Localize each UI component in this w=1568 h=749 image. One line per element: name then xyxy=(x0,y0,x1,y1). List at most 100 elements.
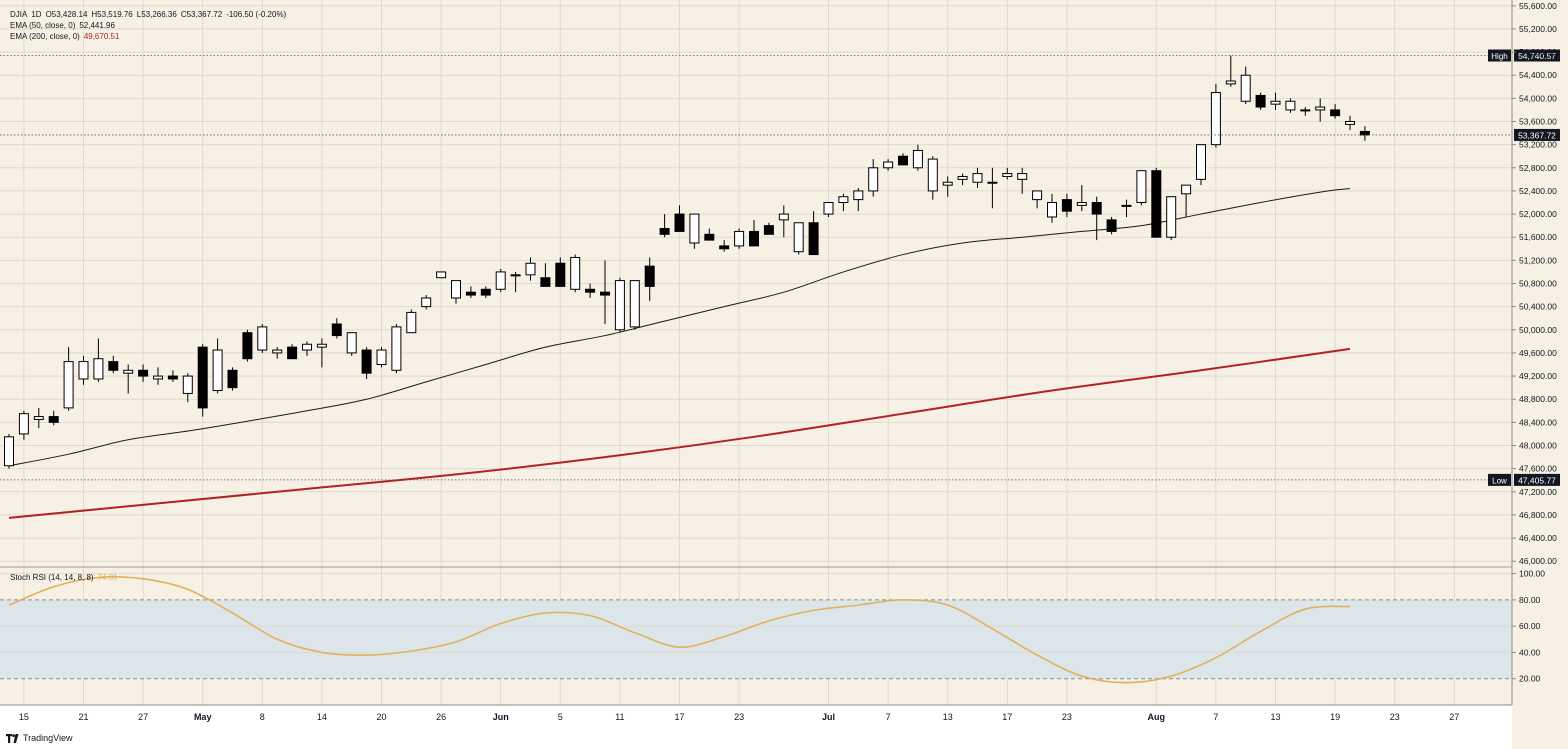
candle xyxy=(763,222,774,235)
candle-body xyxy=(78,361,89,380)
price-tick-label: 46,400.00 xyxy=(1519,533,1557,543)
candle xyxy=(912,144,923,171)
candle xyxy=(942,176,953,197)
time-tick-label: 7 xyxy=(886,712,891,722)
price-tick-label: 46,000.00 xyxy=(1519,556,1557,566)
candle-body xyxy=(376,349,387,365)
candle xyxy=(1121,199,1132,217)
candle-body xyxy=(510,274,521,277)
candle xyxy=(525,257,536,281)
candle-body xyxy=(63,361,74,409)
candle xyxy=(123,364,134,394)
time-tick-label: 23 xyxy=(734,712,744,722)
time-tick-label: 14 xyxy=(317,712,327,722)
candle xyxy=(287,344,298,360)
time-tick-label: 27 xyxy=(1449,712,1459,722)
candle-body xyxy=(1210,92,1221,146)
stoch-value: 74.81 xyxy=(97,573,118,582)
candle-body xyxy=(1061,199,1072,212)
candle-body xyxy=(614,280,625,331)
candle xyxy=(451,280,461,304)
candle xyxy=(153,367,163,385)
candle-body xyxy=(853,190,864,201)
candle-body xyxy=(1315,106,1326,111)
time-tick-label: 11 xyxy=(615,712,624,722)
legend-open: O53,428.14 xyxy=(45,10,88,19)
candle-body xyxy=(704,233,715,241)
candle-body xyxy=(719,245,730,250)
candle-body xyxy=(48,416,59,423)
candle-body xyxy=(93,358,104,380)
candle-body xyxy=(1255,94,1266,108)
time-tick-label: 13 xyxy=(1270,712,1280,722)
candle-body xyxy=(153,375,163,380)
time-tick-label: 27 xyxy=(138,712,148,722)
price-tick-label: 50,000.00 xyxy=(1519,325,1557,335)
candle xyxy=(316,338,327,368)
candle xyxy=(510,271,521,293)
candle-body xyxy=(227,369,238,389)
time-tick-label: Aug xyxy=(1148,712,1166,722)
candle-body xyxy=(1017,173,1028,180)
candle-body xyxy=(1240,74,1251,102)
candle-body xyxy=(421,297,432,308)
candle-body xyxy=(972,173,983,183)
candle xyxy=(93,338,104,382)
candle-body xyxy=(182,375,193,394)
candle xyxy=(391,324,402,374)
candle xyxy=(749,219,759,247)
candle-body xyxy=(644,265,655,287)
candle-body xyxy=(763,225,774,235)
candle-body xyxy=(689,213,700,244)
candle-body xyxy=(838,196,849,203)
stoch-axis[interactable]: 20.00 40.00 60.00 80.00 100.00 xyxy=(1512,569,1545,684)
candle-body xyxy=(674,213,685,232)
candle xyxy=(1047,193,1057,223)
price-axis[interactable]: 46,000.00 46,400.00 46,800.00 47,200.00 47,6… xyxy=(1512,1,1557,566)
candle-body xyxy=(629,280,640,328)
ema200-path xyxy=(8,347,1351,519)
price-tick-label: 53,200.00 xyxy=(1519,140,1557,150)
candle-body xyxy=(242,332,253,360)
price-tick-label: 49,600.00 xyxy=(1519,348,1557,358)
candle-body xyxy=(167,375,178,380)
candle xyxy=(182,373,193,403)
candle xyxy=(570,254,581,293)
candle-body xyxy=(868,167,879,192)
ema50-label: EMA (50, close, 0) xyxy=(10,21,76,30)
footer-brand: TradingView xyxy=(23,733,73,743)
candle xyxy=(33,407,44,429)
price-tick-label: 50,800.00 xyxy=(1519,279,1557,289)
annotation-price-label: 47,405.77 xyxy=(1518,475,1556,485)
time-tick-label: 23 xyxy=(1062,712,1072,722)
price-tick-label: 47,200.00 xyxy=(1519,487,1557,497)
axis-background xyxy=(1512,0,1568,749)
candle xyxy=(495,269,506,293)
candle xyxy=(480,286,491,298)
candle-body xyxy=(302,343,312,351)
candle-body xyxy=(898,155,908,166)
candle-body xyxy=(451,280,461,299)
ema50-path xyxy=(8,188,1351,467)
candle-body xyxy=(987,181,998,184)
legend-low: L53,266.36 xyxy=(136,10,177,19)
candle-body xyxy=(778,213,789,221)
annotation-tag-label: Low xyxy=(1492,476,1507,485)
candle-body xyxy=(942,181,953,186)
candle-body xyxy=(123,369,134,374)
candle xyxy=(853,188,864,212)
candle xyxy=(689,213,700,249)
candle-body xyxy=(316,343,327,348)
annotation-price-label: 54,740.57 xyxy=(1518,51,1556,61)
candle-body xyxy=(808,222,819,256)
candle-body xyxy=(1166,196,1177,238)
time-axis[interactable]: 15 21 27 May 8 14 20 26 Jun 5 11 17 23 Jul 7 13 17 23 Aug 7… xyxy=(19,712,1459,722)
time-tick-label: 15 xyxy=(19,712,29,722)
price-tick-label: 54,000.00 xyxy=(1519,93,1557,103)
time-tick-label: 17 xyxy=(674,712,684,722)
candle-body xyxy=(1047,202,1057,218)
candle xyxy=(1076,185,1087,212)
candle xyxy=(1017,167,1028,194)
footer[interactable]: TradingView xyxy=(6,733,73,743)
